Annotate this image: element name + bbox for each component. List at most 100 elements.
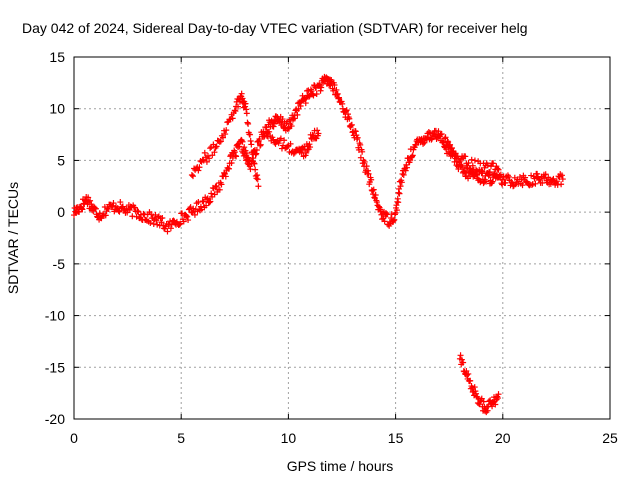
data-point bbox=[290, 150, 297, 157]
data-point bbox=[253, 175, 260, 182]
data-point bbox=[232, 108, 239, 115]
data-point bbox=[313, 135, 320, 142]
data-point bbox=[479, 168, 486, 175]
data-point bbox=[438, 131, 445, 138]
data-point bbox=[206, 199, 213, 206]
data-point bbox=[250, 155, 257, 162]
data-point bbox=[492, 401, 499, 408]
data-point bbox=[539, 180, 546, 187]
data-point bbox=[229, 115, 236, 122]
data-point bbox=[254, 176, 261, 183]
data-point bbox=[368, 176, 375, 183]
data-point bbox=[330, 87, 337, 94]
data-point bbox=[542, 171, 549, 178]
data-point bbox=[478, 395, 485, 402]
data-point bbox=[228, 160, 235, 167]
data-point bbox=[361, 158, 368, 165]
data-point bbox=[159, 214, 166, 221]
data-point bbox=[250, 160, 257, 167]
data-point bbox=[331, 81, 338, 88]
data-point bbox=[547, 180, 554, 187]
data-point bbox=[488, 179, 495, 186]
data-point bbox=[420, 140, 427, 147]
data-point bbox=[207, 198, 214, 205]
data-point bbox=[287, 140, 294, 147]
data-point bbox=[425, 129, 432, 136]
y-tick-label: -10 bbox=[45, 308, 65, 324]
data-point bbox=[489, 178, 496, 185]
data-point bbox=[297, 103, 304, 110]
data-point bbox=[357, 141, 364, 148]
data-point bbox=[390, 217, 397, 224]
data-point bbox=[200, 198, 207, 205]
data-point bbox=[245, 120, 252, 127]
data-point bbox=[87, 197, 94, 204]
data-point bbox=[78, 205, 85, 212]
data-point bbox=[126, 207, 133, 214]
data-point bbox=[444, 150, 451, 157]
data-point bbox=[196, 164, 203, 171]
data-point bbox=[363, 163, 370, 170]
data-point bbox=[519, 182, 526, 189]
data-point bbox=[352, 128, 359, 135]
data-point bbox=[195, 167, 202, 174]
data-point bbox=[284, 143, 291, 150]
data-point bbox=[176, 221, 183, 228]
data-point bbox=[257, 142, 264, 149]
data-point bbox=[303, 149, 310, 156]
data-point bbox=[266, 128, 273, 135]
data-point bbox=[148, 211, 155, 218]
data-point bbox=[483, 409, 490, 416]
x-tick-label: 5 bbox=[177, 430, 185, 446]
data-point bbox=[486, 168, 493, 175]
data-point bbox=[134, 207, 141, 214]
data-point bbox=[208, 190, 215, 197]
data-point bbox=[339, 100, 346, 107]
data-point bbox=[531, 175, 538, 182]
data-point bbox=[183, 212, 190, 219]
data-point bbox=[248, 141, 255, 148]
data-point bbox=[236, 143, 243, 150]
data-point bbox=[480, 398, 487, 405]
data-point bbox=[437, 131, 444, 138]
data-point bbox=[459, 163, 466, 170]
data-point bbox=[553, 178, 560, 185]
y-tick-label: -20 bbox=[45, 411, 65, 427]
data-point bbox=[207, 145, 214, 152]
y-tick-label: -15 bbox=[45, 359, 65, 375]
data-point bbox=[442, 134, 449, 141]
data-point bbox=[483, 178, 490, 185]
data-point bbox=[348, 121, 355, 128]
data-point bbox=[238, 137, 245, 144]
data-point bbox=[489, 403, 496, 410]
data-point bbox=[484, 162, 491, 169]
data-point bbox=[396, 190, 403, 197]
data-point bbox=[243, 150, 250, 157]
data-point bbox=[105, 206, 112, 213]
data-point bbox=[91, 204, 98, 211]
data-point bbox=[306, 141, 313, 148]
data-point bbox=[393, 207, 400, 214]
data-point bbox=[452, 150, 459, 157]
data-point bbox=[277, 135, 284, 142]
data-point bbox=[109, 202, 116, 209]
data-point bbox=[407, 157, 414, 164]
data-point bbox=[444, 138, 451, 145]
data-point bbox=[478, 167, 485, 174]
data-point bbox=[244, 119, 251, 126]
data-point bbox=[242, 100, 249, 107]
data-point bbox=[110, 200, 117, 207]
data-point bbox=[279, 116, 286, 123]
data-point bbox=[131, 204, 138, 211]
data-point bbox=[308, 88, 315, 95]
data-point bbox=[494, 165, 501, 172]
data-point bbox=[158, 219, 165, 226]
series-track-main bbox=[71, 73, 566, 235]
data-point bbox=[291, 115, 298, 122]
data-point bbox=[233, 153, 240, 160]
y-axis-label: SDTVAR / TECUs bbox=[5, 182, 21, 294]
data-point bbox=[345, 111, 352, 118]
data-point bbox=[343, 108, 350, 115]
data-point bbox=[468, 156, 475, 163]
data-point bbox=[462, 153, 469, 160]
